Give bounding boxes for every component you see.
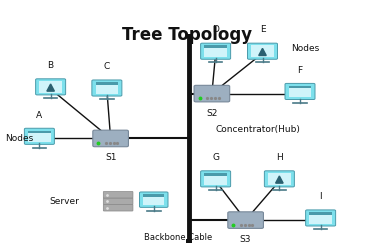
FancyBboxPatch shape: [104, 204, 133, 211]
FancyBboxPatch shape: [204, 173, 227, 176]
Text: Backbone Cable: Backbone Cable: [144, 233, 213, 242]
Text: Concentrator(Hub): Concentrator(Hub): [216, 125, 300, 134]
FancyBboxPatch shape: [201, 43, 231, 59]
FancyBboxPatch shape: [36, 79, 66, 95]
FancyBboxPatch shape: [204, 46, 227, 57]
Text: Server: Server: [49, 197, 79, 206]
Text: B: B: [48, 61, 54, 70]
FancyBboxPatch shape: [143, 194, 164, 197]
FancyBboxPatch shape: [28, 130, 51, 133]
FancyBboxPatch shape: [140, 192, 168, 207]
FancyBboxPatch shape: [289, 86, 311, 97]
FancyBboxPatch shape: [143, 194, 164, 205]
Text: Nodes: Nodes: [6, 134, 34, 143]
FancyBboxPatch shape: [204, 173, 227, 184]
Text: S2: S2: [206, 108, 218, 118]
Text: Tree Topology: Tree Topology: [122, 26, 253, 44]
Polygon shape: [276, 176, 283, 183]
FancyBboxPatch shape: [104, 192, 133, 198]
FancyBboxPatch shape: [204, 46, 227, 48]
Text: C: C: [104, 62, 110, 71]
Text: S1: S1: [105, 154, 116, 162]
FancyBboxPatch shape: [201, 171, 231, 187]
Text: G: G: [212, 153, 219, 162]
FancyBboxPatch shape: [228, 212, 263, 228]
FancyBboxPatch shape: [186, 239, 192, 243]
FancyBboxPatch shape: [96, 82, 118, 94]
Text: I: I: [319, 192, 322, 201]
Polygon shape: [259, 48, 266, 56]
Text: H: H: [276, 153, 283, 162]
Text: F: F: [297, 66, 303, 75]
Text: S3: S3: [240, 235, 251, 244]
FancyBboxPatch shape: [309, 212, 332, 215]
FancyBboxPatch shape: [251, 46, 274, 57]
FancyBboxPatch shape: [39, 81, 62, 92]
Text: E: E: [260, 26, 266, 35]
FancyBboxPatch shape: [289, 86, 311, 88]
FancyBboxPatch shape: [28, 130, 51, 142]
FancyBboxPatch shape: [309, 212, 332, 224]
FancyBboxPatch shape: [306, 210, 336, 226]
FancyBboxPatch shape: [24, 128, 54, 144]
FancyBboxPatch shape: [104, 198, 133, 204]
FancyBboxPatch shape: [194, 85, 230, 102]
Polygon shape: [47, 84, 54, 91]
Text: A: A: [36, 110, 42, 120]
FancyBboxPatch shape: [93, 130, 128, 147]
FancyBboxPatch shape: [248, 43, 278, 59]
FancyBboxPatch shape: [92, 80, 122, 96]
FancyBboxPatch shape: [186, 34, 192, 38]
FancyBboxPatch shape: [285, 84, 315, 100]
FancyBboxPatch shape: [268, 173, 291, 184]
Text: D: D: [212, 26, 219, 35]
FancyBboxPatch shape: [96, 82, 118, 85]
Text: Nodes: Nodes: [291, 44, 319, 53]
FancyBboxPatch shape: [264, 171, 294, 187]
